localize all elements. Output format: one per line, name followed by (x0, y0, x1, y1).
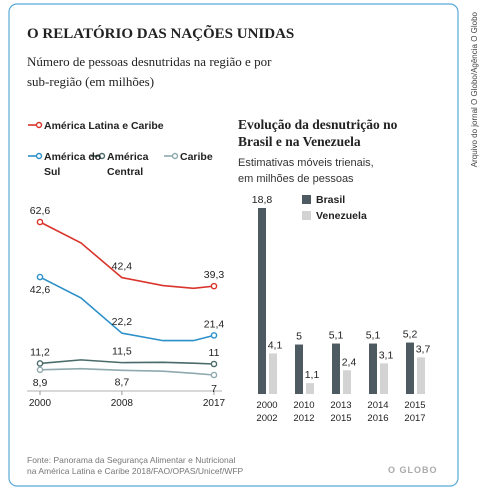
bar (406, 342, 414, 394)
logo: O GLOBO (388, 465, 438, 475)
legend-label: América do Sul (44, 151, 102, 178)
value-label: 18,8 (252, 194, 273, 206)
bar (269, 353, 277, 394)
x-tick-label: 2015 2017 (404, 400, 426, 424)
point (210, 332, 218, 339)
value-label: 5,1 (366, 330, 381, 342)
value-label: 1,1 (305, 369, 320, 381)
bar-subtitle: Estimativas móveis trienais, em milhões … (238, 157, 374, 185)
bar (332, 343, 340, 394)
value-label: 8,7 (115, 376, 130, 388)
point (210, 282, 218, 290)
point (36, 366, 44, 374)
series-line (39, 367, 215, 376)
x-tick-label: 2008 (111, 398, 134, 409)
value-label: 22,2 (112, 316, 133, 328)
bar (258, 208, 266, 394)
credit: Arquivo do jornal O Globo/Agência O Glob… (470, 12, 479, 168)
x-tick-label: 2000 2002 (256, 400, 278, 424)
bar-title: Evolução da desnutrição no Brasil e na V… (238, 117, 398, 149)
value-label: 39,3 (204, 269, 225, 281)
source: Fonte: Panorama da Segurança Alimentar e… (27, 455, 244, 476)
point (36, 360, 44, 367)
value-label: 3,7 (416, 343, 431, 355)
value-label: 5,2 (403, 329, 418, 341)
value-label: 5 (296, 331, 302, 343)
legend-dot (98, 152, 106, 160)
value-label: 11,2 (30, 346, 50, 358)
title: O RELATÓRIO DAS NAÇÕES UNIDAS (27, 26, 295, 42)
bar (306, 383, 314, 394)
value-label: 4,1 (268, 339, 283, 351)
point (36, 218, 44, 226)
legend-label: América Central (107, 151, 149, 178)
value-label: 42,4 (112, 261, 133, 273)
legend-dot (171, 152, 179, 160)
series-line (39, 359, 215, 365)
x-tick-label: 2017 (203, 398, 226, 409)
point (36, 273, 44, 281)
legend-swatch (302, 211, 311, 220)
value-label: 11,5 (112, 346, 132, 358)
frame (8, 3, 459, 487)
value-label: 11 (209, 347, 220, 359)
x-tick-label: 2014 2016 (367, 400, 389, 424)
x-tick-label: 2010 2012 (293, 400, 315, 424)
legend-dot (35, 121, 43, 129)
legend-label: Caribe (180, 151, 213, 163)
point (210, 371, 218, 379)
legend-dot (35, 152, 43, 160)
bar (369, 343, 377, 394)
value-label: 3,1 (379, 349, 394, 361)
x-tick-label: 2000 (29, 398, 52, 409)
value-label: 7 (211, 383, 217, 395)
value-label: 8,9 (33, 377, 48, 389)
value-label: 5,1 (329, 330, 344, 342)
value-label: 21,4 (204, 318, 225, 330)
subtitle: Número de pessoas desnutridas na região … (27, 54, 272, 89)
legend-label: Venezuela (316, 210, 367, 222)
bar (295, 344, 303, 394)
value-label: 62,6 (30, 205, 51, 217)
bar (417, 357, 425, 394)
bar (343, 370, 351, 394)
legend-label: América Latina e Caribe (44, 120, 164, 132)
bar (380, 363, 388, 394)
value-label: 2,4 (342, 356, 357, 368)
point (210, 360, 218, 368)
value-label: 42,6 (30, 284, 51, 296)
series-line (39, 276, 215, 342)
x-tick-label: 2013 2015 (330, 400, 352, 424)
legend-swatch (302, 195, 311, 204)
legend-label: Brasil (316, 194, 345, 206)
series-line (39, 221, 215, 290)
